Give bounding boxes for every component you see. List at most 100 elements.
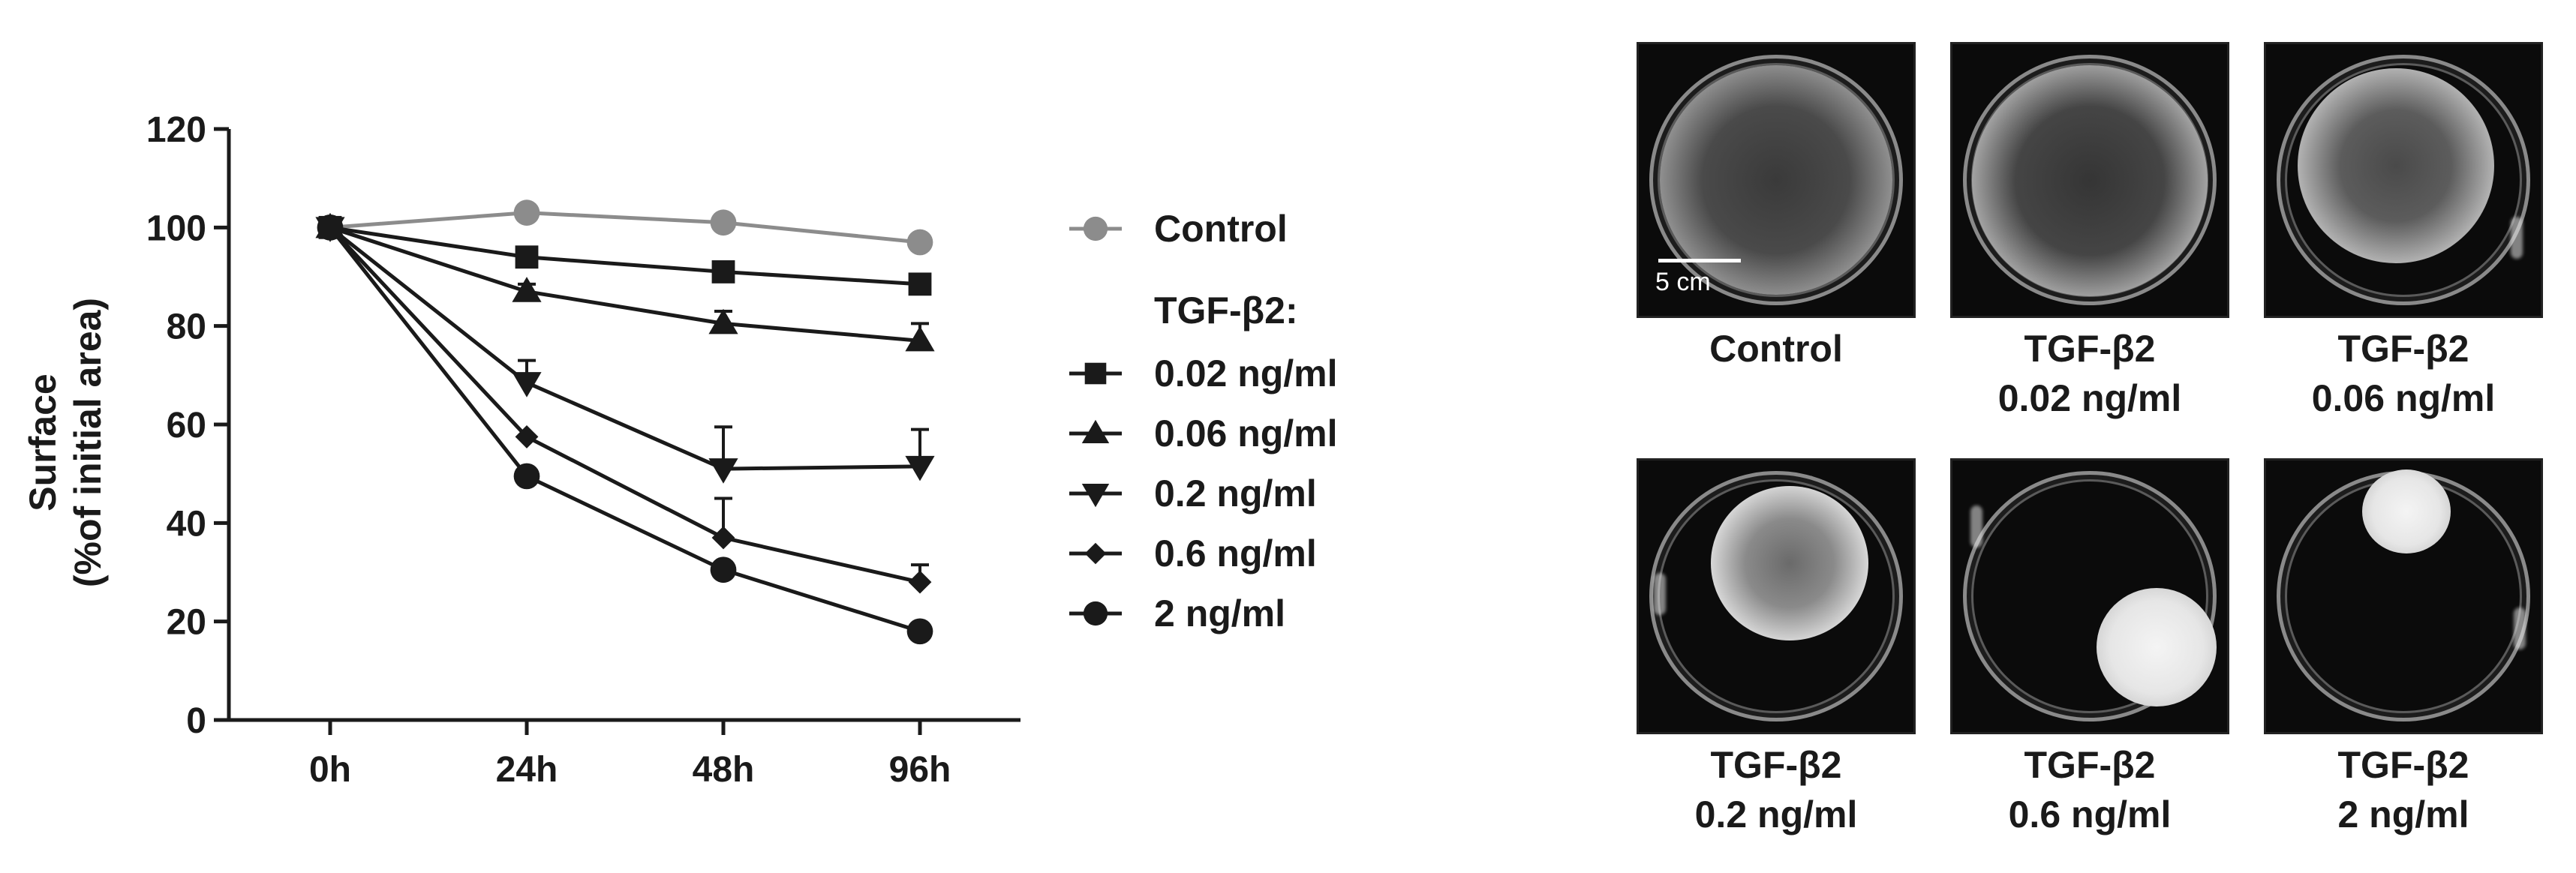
y-tick-label: 100 <box>146 208 206 248</box>
tissue-disc <box>2097 588 2217 706</box>
series-4 <box>318 215 932 594</box>
data-point <box>513 463 540 490</box>
tissue-disc <box>2362 470 2451 554</box>
photo-label-line1: TGF-β2 <box>1710 744 1842 786</box>
tissue-ring <box>1660 65 1892 295</box>
tissue-ring <box>2298 68 2494 263</box>
data-point <box>708 458 738 484</box>
legend-label: 0.02 ng/ml <box>1154 352 1338 394</box>
dish-rim <box>1649 55 1903 305</box>
y-tick-label: 60 <box>167 406 206 446</box>
photo-label-line2: 0.2 ng/ml <box>1694 794 1858 836</box>
series-line <box>329 226 921 584</box>
photo-tgf-02 <box>1637 458 1916 734</box>
photo-tgf-006 <box>2264 42 2543 318</box>
photo-label-line1: Control <box>1709 328 1843 370</box>
legend-marker <box>1083 216 1108 242</box>
chart-series <box>315 200 935 645</box>
data-point <box>711 526 735 550</box>
photo-label-line2: 0.6 ng/ml <box>2008 794 2172 836</box>
legend-marker <box>1081 484 1110 508</box>
legend-marker <box>1081 419 1110 443</box>
legend-label: 0.6 ng/ml <box>1154 532 1317 574</box>
series-line <box>329 226 921 634</box>
x-tick-label: 96h <box>889 750 951 790</box>
series-5 <box>317 214 933 645</box>
photo-label-tgf-2: TGF-β2 2 ng/ml <box>2246 740 2561 839</box>
dish-glint <box>2511 217 2523 259</box>
legend-marker <box>1084 542 1107 565</box>
data-point <box>906 229 933 256</box>
series-line <box>329 225 921 343</box>
x-tick-label: 24h <box>496 750 558 790</box>
dish-rim <box>2277 55 2530 305</box>
dish-rim <box>1963 55 2217 305</box>
photo-label-line2: 0.06 ng/ml <box>2311 377 2496 419</box>
data-point <box>711 260 735 284</box>
data-point <box>710 556 737 584</box>
data-point <box>515 425 539 448</box>
dish-glint <box>2514 608 2526 650</box>
chart-axes: 0 20 40 60 80 100 120 0h 24h 48h 96h <box>146 110 1020 790</box>
data-point <box>708 308 738 334</box>
photo-label-line1: TGF-β2 <box>2024 744 2156 786</box>
series-line <box>329 211 921 244</box>
data-point <box>515 245 539 269</box>
data-point <box>710 209 737 236</box>
legend-label: 0.06 ng/ml <box>1154 412 1338 454</box>
data-point <box>317 214 344 241</box>
data-point <box>512 277 542 302</box>
data-point <box>905 455 935 482</box>
photo-label-line1: TGF-β2 <box>2337 328 2469 370</box>
data-point <box>908 570 932 594</box>
series-line <box>329 226 921 471</box>
data-point <box>513 200 540 226</box>
data-point <box>512 372 542 398</box>
dish-glint <box>1654 573 1666 615</box>
y-tick-label: 80 <box>167 308 206 347</box>
legend-label: 2 ng/ml <box>1154 592 1285 634</box>
y-tick-label: 20 <box>167 603 206 643</box>
tissue-disc <box>1711 486 1868 640</box>
legend-label: Control <box>1154 208 1288 250</box>
y-tick-label: 0 <box>186 701 206 741</box>
photo-label-tgf-02: TGF-β2 0.2 ng/ml <box>1619 740 1934 839</box>
y-tick-label: 40 <box>167 504 206 544</box>
y-tick-label: 120 <box>146 110 206 150</box>
photo-tgf-002 <box>1950 42 2229 318</box>
series-1 <box>318 215 932 296</box>
series-0 <box>317 200 933 256</box>
photo-label-tgf-006: TGF-β2 0.06 ng/ml <box>2246 324 2561 423</box>
data-point <box>905 326 935 352</box>
y-axis-label-line1: Surface <box>22 374 64 511</box>
series-line <box>329 225 921 286</box>
photo-label-line1: TGF-β2 <box>2024 328 2156 370</box>
photo-control: 5 cm <box>1637 42 1916 318</box>
photo-tgf-06 <box>1950 458 2229 734</box>
photo-label-line2: 0.02 ng/ml <box>1997 377 2182 419</box>
photo-label-tgf-06: TGF-β2 0.6 ng/ml <box>1932 740 2247 839</box>
photo-label-line2: 2 ng/ml <box>2337 794 2469 836</box>
data-point <box>908 272 932 296</box>
legend-marker <box>1083 601 1108 626</box>
data-point <box>906 618 933 645</box>
line-chart: 0 20 40 60 80 100 120 0h 24h 48h 96h Control TGF-β2… <box>22 110 1338 790</box>
x-tick-label: 0h <box>309 750 351 790</box>
scale-bar-label: 5 cm <box>1655 268 1711 296</box>
dish-rim <box>1963 471 2217 722</box>
dish-glint <box>1970 506 1982 548</box>
photo-label-control: Control <box>1619 324 1934 374</box>
dish-rim <box>1649 471 1903 722</box>
tissue-ring <box>1972 65 2208 296</box>
photo-label-tgf-002: TGF-β2 0.02 ng/ml <box>1932 324 2247 423</box>
chart-legend: Control TGF-β2: 0.02 ng/ml 0.06 ng/ml 0.2 ng… <box>1069 208 1338 634</box>
scale-bar <box>1658 259 1741 262</box>
series-3 <box>315 217 935 484</box>
legend-group-label: TGF-β2: <box>1154 290 1298 332</box>
x-tick-label: 48h <box>693 750 755 790</box>
legend-label: 0.2 ng/ml <box>1154 472 1317 514</box>
photo-tgf-2 <box>2264 458 2543 734</box>
legend-marker <box>1084 362 1107 385</box>
photo-label-line1: TGF-β2 <box>2337 744 2469 786</box>
y-axis-label-line2: (%of initial area) <box>67 298 109 587</box>
